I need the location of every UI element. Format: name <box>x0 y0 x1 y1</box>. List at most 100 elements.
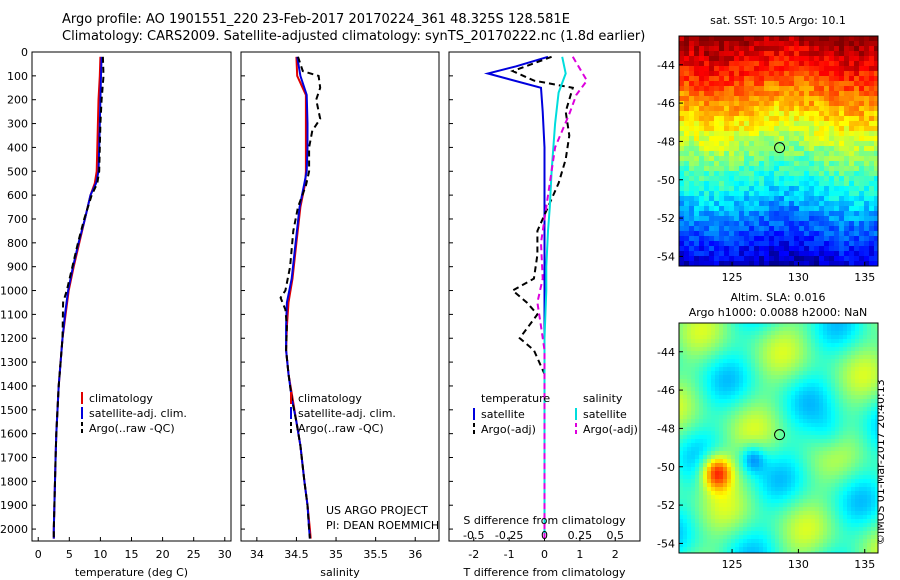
series-line-salinity-argo-adj- <box>536 56 589 539</box>
x-tick-label: 0 <box>35 548 42 561</box>
series-line-argo-raw-qc- <box>279 56 322 539</box>
series-line-argo-raw-qc- <box>52 56 105 539</box>
y-tick-label: 1600 <box>0 428 28 441</box>
x-tick-label: -2 <box>468 548 479 561</box>
x-tick-label: 10 <box>93 548 107 561</box>
y-tick-label: 1800 <box>0 475 28 488</box>
temperature-frame <box>31 51 232 542</box>
y-tick-label: 700 <box>7 213 28 226</box>
x-tick-label: 20 <box>156 548 170 561</box>
x-tick-label: 5 <box>66 548 73 561</box>
header-line2: Climatology: CARS2009. Satellite-adjuste… <box>62 29 646 44</box>
x-tick-label: 15 <box>125 548 139 561</box>
x-tick-label: 34.5 <box>284 548 309 561</box>
difference-xlabel-top: S difference from climatology <box>463 514 626 527</box>
x-tick-top-label: 0.25 <box>568 529 593 542</box>
x-tick-label: 0 <box>541 548 548 561</box>
legend-item: satellite-adj. clim. <box>298 407 396 420</box>
salinity-panel: 34 34.5 35 35.5 36 salinity climatology satelli… <box>240 51 440 579</box>
sst-map-frame <box>678 35 879 267</box>
x-tick-label: 1 <box>576 548 583 561</box>
difference-panel: -2 -1 0 1 2 T difference from climatology -0.5… <box>448 51 641 579</box>
map-y-tick-label: -46 <box>657 384 675 397</box>
y-tick-label: 400 <box>7 141 28 154</box>
project-line2: PI: DEAN ROEMMICH <box>326 519 439 532</box>
salinity-xlabel: salinity <box>320 566 360 579</box>
y-tick-label: 0 <box>21 46 28 59</box>
map-y-tick-label: -52 <box>657 499 675 512</box>
sla-map-frame <box>678 322 879 554</box>
map-y-tick-label: -50 <box>657 174 675 187</box>
map-x-tick-label: 135 <box>854 271 875 284</box>
sst-map-title: sat. SST: 10.5 Argo: 10.1 <box>710 14 846 27</box>
series-line-satellite-adj-clim- <box>52 56 103 539</box>
y-tick-label: 600 <box>7 189 28 202</box>
salinity-frame <box>240 51 440 542</box>
series-line-climatology <box>52 56 102 539</box>
map-y-tick-label: -54 <box>657 537 675 550</box>
x-tick-top-label: -0.5 <box>463 529 484 542</box>
temperature-panel: 0100200300400500600700800900100011001200… <box>0 46 232 579</box>
sla-map: -44 -46 -48 -50 -52 -54 125 130 135 Altim. SLA: 0… <box>657 291 879 571</box>
map-y-tick-label: -54 <box>657 250 675 263</box>
y-tick-label: 100 <box>7 70 28 83</box>
argo-position-marker <box>774 429 786 441</box>
map-y-tick-label: -48 <box>657 422 675 435</box>
header-line1: Argo profile: AO 1901551_220 23-Feb-2017… <box>62 12 570 27</box>
argo-position-marker <box>774 142 786 154</box>
sst-map-cells <box>679 36 878 266</box>
y-tick-label: 1300 <box>0 356 28 369</box>
sla-map-title: Altim. SLA: 0.016 <box>730 291 825 304</box>
difference-xlabel: T difference from climatology <box>463 566 626 579</box>
x-tick-top-label: 0 <box>541 529 548 542</box>
legend-title-salinity: salinity <box>583 392 623 405</box>
map-x-tick-label: 130 <box>788 271 809 284</box>
legend-item: satellite <box>481 408 525 421</box>
map-y-tick-label: -44 <box>657 59 675 72</box>
x-tick-label: 25 <box>187 548 201 561</box>
x-tick-label: -1 <box>504 548 515 561</box>
y-tick-label: 2000 <box>0 523 28 536</box>
y-tick-label: 1000 <box>0 285 28 298</box>
y-tick-label: 1100 <box>0 308 28 321</box>
y-tick-label: 900 <box>7 261 28 274</box>
x-tick-top-label: 0.5 <box>606 529 624 542</box>
map-y-tick-label: -46 <box>657 97 675 110</box>
x-tick-label: 34 <box>250 548 264 561</box>
x-tick-top-label: -0.25 <box>495 529 523 542</box>
legend-item: climatology <box>298 392 362 405</box>
x-tick-label: 30 <box>218 548 232 561</box>
y-tick-label: 200 <box>7 94 28 107</box>
y-tick-label: 1500 <box>0 404 28 417</box>
sla-map-subtitle: Argo h1000: 0.0088 h2000: NaN <box>689 306 868 319</box>
map-x-tick-label: 135 <box>854 558 875 571</box>
legend-item: Argo(-adj) <box>583 423 638 436</box>
y-tick-label: 800 <box>7 237 28 250</box>
map-y-tick-label: -52 <box>657 212 675 225</box>
x-tick-label: 2 <box>612 548 619 561</box>
legend-title-temperature: temperature <box>481 392 550 405</box>
map-y-tick-label: -48 <box>657 135 675 148</box>
y-tick-label: 1900 <box>0 499 28 512</box>
y-tick-label: 300 <box>7 118 28 131</box>
map-x-tick-label: 125 <box>722 558 743 571</box>
legend-item: Argo(..raw -QC) <box>298 422 384 435</box>
x-tick-label: 36 <box>408 548 422 561</box>
y-tick-label: 1400 <box>0 380 28 393</box>
x-tick-label: 35.5 <box>363 548 388 561</box>
legend-item: satellite <box>583 408 627 421</box>
legend-item: satellite-adj. clim. <box>89 407 187 420</box>
sst-map: -44 -46 -48 -50 -52 -54 125 130 135 sat. SST: 10.… <box>657 14 879 284</box>
temperature-xlabel: temperature (deg C) <box>75 566 188 579</box>
map-x-tick-label: 125 <box>722 271 743 284</box>
project-line1: US ARGO PROJECT <box>326 504 428 517</box>
series-line-salinity-satellite <box>543 56 567 539</box>
y-tick-label: 1200 <box>0 332 28 345</box>
map-y-tick-label: -44 <box>657 346 675 359</box>
y-tick-label: 500 <box>7 165 28 178</box>
y-tick-label: 1700 <box>0 452 28 465</box>
legend-item: Argo(-adj) <box>481 423 536 436</box>
x-tick-label: 35 <box>329 548 343 561</box>
map-y-tick-label: -50 <box>657 461 675 474</box>
sla-map-cells <box>679 323 878 553</box>
